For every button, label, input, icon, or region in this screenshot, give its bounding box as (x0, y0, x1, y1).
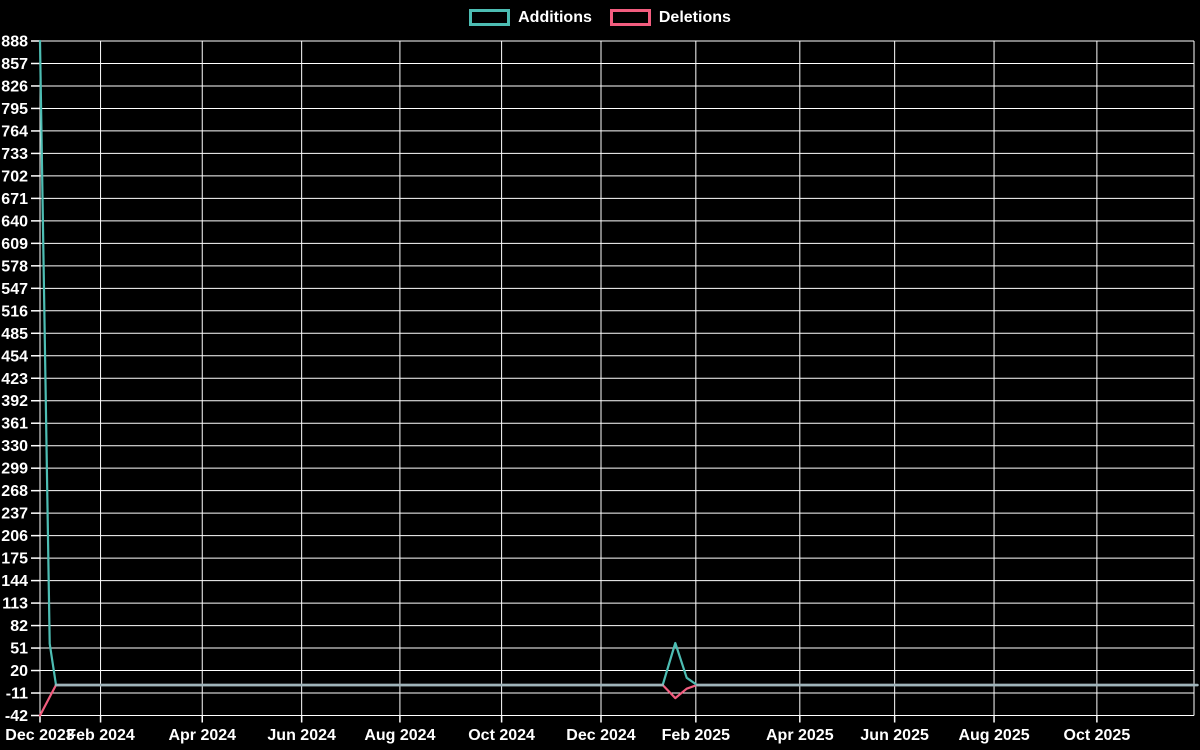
y-tick-label: 578 (1, 258, 28, 275)
y-tick-label: 795 (1, 101, 28, 118)
y-tick-label: 299 (1, 461, 28, 478)
x-tick-label: Aug 2025 (958, 727, 1029, 744)
y-tick-label: 361 (1, 416, 28, 433)
y-tick-label: 237 (1, 506, 28, 523)
deletions-swatch-icon (609, 9, 651, 26)
x-tick-label: Oct 2024 (468, 727, 535, 744)
legend-label-deletions: Deletions (658, 8, 731, 26)
x-tick-label: Dec 2024 (566, 727, 635, 744)
x-tick-label: Oct 2025 (1064, 727, 1131, 744)
x-tick-label: Dec 2023 (5, 727, 74, 744)
y-tick-label: 423 (1, 371, 28, 388)
y-tick-label: 888 (1, 34, 28, 51)
y-tick-label: 206 (1, 528, 28, 545)
deletions-line (38, 683, 1196, 717)
y-tick-label: 764 (1, 123, 28, 140)
additions-swatch-icon (469, 9, 511, 26)
legend-item-additions[interactable]: Additions (469, 9, 592, 26)
y-tick-label: 51 (10, 641, 28, 658)
chart-legend: Additions Deletions (0, 0, 1200, 35)
y-tick-label: 454 (1, 348, 28, 365)
y-tick-label: 609 (1, 236, 28, 253)
legend-label-additions: Additions (518, 8, 592, 26)
y-tick-label: 857 (1, 56, 28, 73)
y-tick-label: 392 (1, 393, 28, 410)
y-tick-label: 702 (1, 168, 28, 185)
y-tick-label: 547 (1, 281, 28, 298)
x-tick-label: Jun 2024 (267, 727, 336, 744)
legend-item-deletions[interactable]: Deletions (609, 8, 731, 26)
y-tick-label: 268 (1, 483, 28, 500)
y-tick-label: -11 (6, 686, 28, 703)
y-tick-label: 113 (2, 596, 28, 613)
y-tick-label: 671 (1, 191, 28, 208)
y-tick-label: 640 (1, 213, 28, 230)
y-tick-label: 20 (10, 663, 28, 680)
additions-line (38, 39, 1196, 687)
x-tick-label: Feb 2024 (66, 727, 135, 744)
y-tick-label: 826 (1, 78, 28, 95)
x-tick-label: Feb 2025 (662, 727, 731, 744)
y-tick-label: 733 (1, 146, 28, 163)
x-tick-label: Apr 2025 (766, 727, 834, 744)
y-tick-label: 330 (1, 438, 28, 455)
y-tick-label: -42 (5, 708, 28, 725)
x-tick-label: Jun 2025 (860, 727, 929, 744)
x-tick-label: Aug 2024 (364, 727, 435, 744)
y-tick-label: 175 (1, 551, 28, 568)
y-tick-label: 82 (10, 618, 28, 635)
x-tick-label: Apr 2024 (168, 727, 236, 744)
y-tick-label: 516 (1, 303, 28, 320)
y-tick-label: 144 (1, 573, 28, 590)
y-tick-label: 485 (1, 326, 28, 343)
